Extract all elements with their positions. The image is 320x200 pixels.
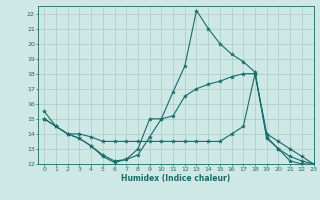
X-axis label: Humidex (Indice chaleur): Humidex (Indice chaleur) [121,174,231,183]
